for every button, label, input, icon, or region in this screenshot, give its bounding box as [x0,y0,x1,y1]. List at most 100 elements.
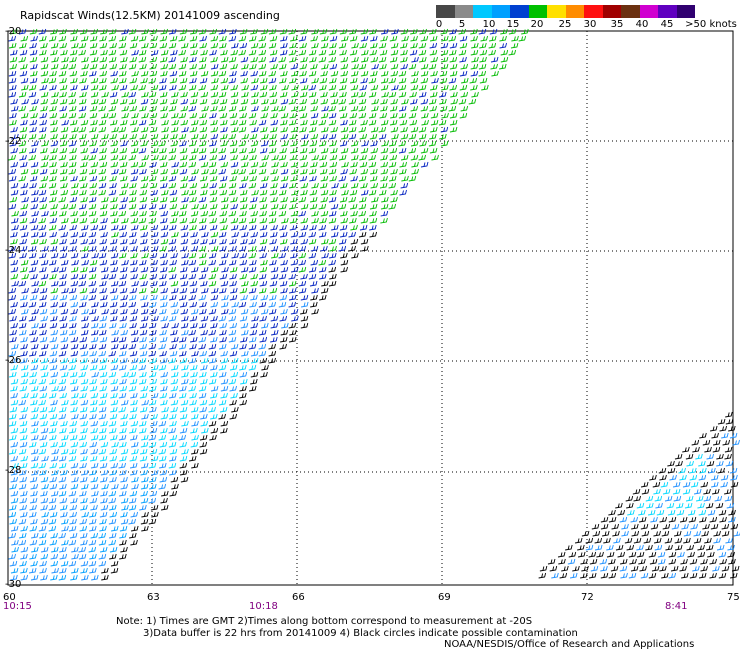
wind-barb [68,525,77,532]
wind-barb [70,189,79,196]
wind-barb [20,434,28,441]
wind-barb [9,56,18,63]
wind-barb [714,495,723,502]
wind-barb [108,350,116,357]
wind-barb [624,537,633,544]
wind-barb [140,385,149,392]
wind-barb [199,399,208,406]
wind-barb [11,224,19,231]
wind-barb [98,532,107,539]
wind-barb [179,287,188,294]
wind-barb [478,70,487,77]
wind-barb [30,364,39,371]
wind-barb [8,70,17,77]
wind-barb [230,392,238,399]
wind-barb [370,126,379,133]
wind-barb [350,161,358,168]
wind-barb [441,35,449,42]
wind-barb [722,439,731,446]
wind-barb [210,245,219,252]
wind-barb [330,203,339,210]
wind-barb [129,364,138,371]
wind-barb [189,35,198,42]
wind-barb [49,476,57,483]
wind-barb [229,364,238,371]
wind-barb [40,63,49,70]
wind-barb [89,455,98,462]
wind-barb [470,84,478,91]
wind-barb [50,203,58,210]
wind-barb [89,567,97,574]
wind-barb [49,350,58,357]
wind-barb [728,425,736,432]
wind-barb [210,84,219,91]
wind-barb [100,28,108,35]
wind-barb [78,112,86,119]
wind-barb [111,483,119,490]
wind-barb [68,490,77,497]
wind-barb [179,245,188,252]
wind-barb [189,126,198,133]
wind-barb [130,259,138,266]
wind-barb [661,530,670,537]
wind-barb [288,322,297,329]
wind-barb [221,266,229,273]
wind-barb [259,91,268,98]
wind-barb [695,495,704,502]
wind-barb [179,203,188,210]
wind-barb [300,119,308,126]
wind-barb [260,308,269,315]
wind-barb [68,98,77,105]
wind-barb [88,238,97,245]
wind-barb [181,196,189,203]
wind-barb [169,35,178,42]
wind-barb [139,455,148,462]
wind-barb [119,231,127,238]
wind-barb [418,154,426,161]
wind-barb [693,488,702,495]
wind-barb [379,49,388,56]
colorbar-label: 40 [635,19,649,30]
wind-barb [18,539,27,546]
wind-barb [479,42,487,49]
wind-barb [210,42,219,49]
wind-barb [429,49,438,56]
wind-barb [620,572,628,579]
wind-barb [340,217,349,224]
wind-barb [418,133,427,140]
wind-barb [321,35,329,42]
wind-barb [21,231,29,238]
wind-barb [169,77,178,84]
wind-barb [319,84,327,91]
wind-barb [281,322,289,329]
wind-barb [398,105,407,112]
wind-barb [48,35,57,42]
wind-barb [219,175,228,182]
wind-barb [139,448,148,455]
wind-barb [190,49,198,56]
wind-barb [219,336,227,343]
wind-barb [99,462,108,469]
wind-barb [210,91,219,98]
wind-barb [687,551,695,558]
wind-barb [419,140,427,147]
wind-barb [390,98,398,105]
wind-barb [708,467,716,474]
wind-barb [229,385,237,392]
wind-barb [199,35,207,42]
wind-barb [19,224,28,231]
wind-barb [48,224,57,231]
wind-barb [11,105,19,112]
wind-barb [149,42,158,49]
wind-barb [168,462,177,469]
wind-barb [150,294,158,301]
wind-barb [149,385,157,392]
wind-barb [231,168,239,175]
wind-barb [281,84,289,91]
wind-barb [228,259,237,266]
wind-barb [170,378,179,385]
wind-barb [269,84,277,91]
wind-barb [158,140,166,147]
wind-barb [110,357,119,364]
wind-barb [129,56,137,63]
